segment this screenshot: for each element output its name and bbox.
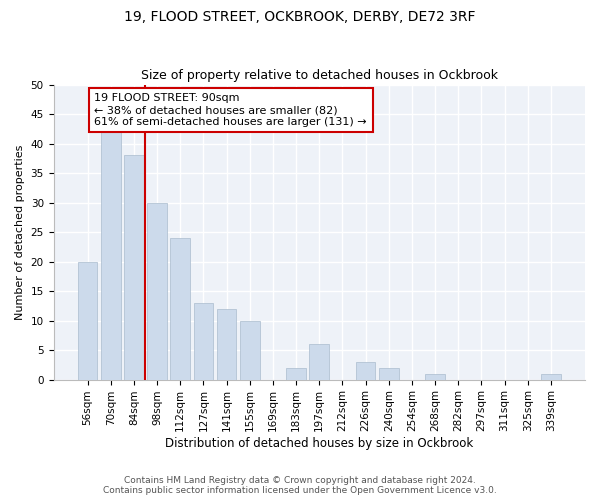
Bar (286, 368, 306, 380)
Bar (310, 344, 329, 380)
Y-axis label: Number of detached properties: Number of detached properties (15, 144, 25, 320)
Bar (101, 132, 121, 380)
Title: Size of property relative to detached houses in Ockbrook: Size of property relative to detached ho… (141, 69, 498, 82)
Bar (425, 374, 445, 380)
Text: 19, FLOOD STREET, OCKBROOK, DERBY, DE72 3RF: 19, FLOOD STREET, OCKBROOK, DERBY, DE72 … (124, 10, 476, 24)
X-axis label: Distribution of detached houses by size in Ockbrook: Distribution of detached houses by size … (165, 437, 473, 450)
Bar (541, 374, 561, 380)
Text: 19 FLOOD STREET: 90sqm
← 38% of detached houses are smaller (82)
61% of semi-det: 19 FLOOD STREET: 90sqm ← 38% of detached… (94, 94, 367, 126)
Bar (379, 368, 398, 380)
Bar (147, 202, 167, 380)
Bar (77, 262, 97, 380)
Bar (240, 320, 260, 380)
Text: Contains HM Land Registry data © Crown copyright and database right 2024.
Contai: Contains HM Land Registry data © Crown c… (103, 476, 497, 495)
Bar (217, 309, 236, 380)
Bar (124, 156, 144, 380)
Bar (194, 303, 213, 380)
Bar (170, 238, 190, 380)
Bar (356, 362, 376, 380)
